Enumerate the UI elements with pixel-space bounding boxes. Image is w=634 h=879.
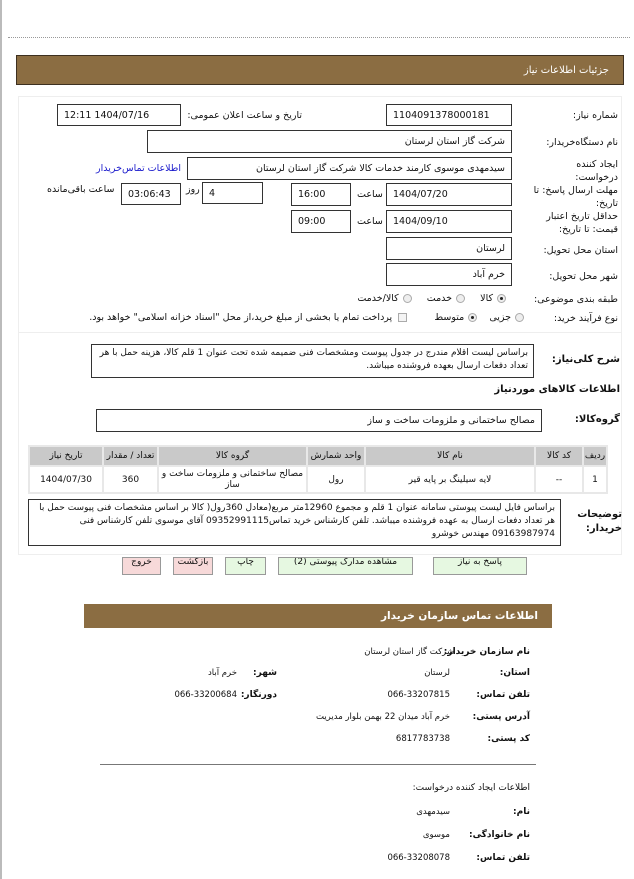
city-field: خرم آباد xyxy=(386,263,512,286)
city-contact-value: خرم آباد xyxy=(207,668,237,678)
creator-field: سیدمهدی موسوی کارمند خدمات کالا شرکت گاز… xyxy=(187,157,512,180)
cell-unit: رول xyxy=(308,467,364,492)
attachments-button[interactable]: مشاهده مدارک پیوستی (2) xyxy=(278,557,413,575)
radio-goods[interactable]: کالا xyxy=(480,293,506,304)
province-label: استان محل تحویل: xyxy=(543,245,618,256)
process-label: نوع فرآیند خرید: xyxy=(553,313,618,324)
contact-title: اطلاعات تماس سازمان خریدار xyxy=(381,610,538,622)
treasury-text: پرداخت تمام یا بخشی از مبلغ خرید،از محل … xyxy=(89,312,393,323)
notes-box: براساس فایل لیست پیوستی سامانه عنوان 1 ق… xyxy=(28,499,561,546)
address-label: آدرس پستی: xyxy=(472,712,530,722)
buyer-field: شرکت گاز استان لرستان xyxy=(147,130,512,153)
phone-contact-value: 066-33207815 xyxy=(387,690,450,700)
requester-phone-label: تلفن تماس: xyxy=(476,853,530,863)
radio-goods-service[interactable]: کالا/خدمت xyxy=(357,293,412,304)
deadline-date-field: 1404/07/20 xyxy=(386,183,512,206)
notes-label: توضیحات خریدار: xyxy=(577,509,622,534)
validity-time-field: 09:00 xyxy=(291,210,351,233)
details-panel xyxy=(18,96,622,555)
days-label: روز xyxy=(186,184,200,195)
contact-header: اطلاعات تماس سازمان خریدار xyxy=(84,604,552,628)
col-date: تاریخ نیاز xyxy=(30,447,102,465)
treasury-checkbox[interactable] xyxy=(392,312,408,323)
deadline-time-label: ساعت xyxy=(357,189,383,200)
need-number-label: شماره نیاز: xyxy=(572,110,618,121)
announce-label: تاریخ و ساعت اعلان عمومی: xyxy=(187,110,302,121)
col-group: گروه کالا xyxy=(159,447,306,465)
summary-label: شرح کلی‌نیاز: xyxy=(551,354,620,365)
cell-qty: 360 xyxy=(104,467,157,492)
fax-label: دورنگار: xyxy=(240,690,277,700)
remaining-field: 03:06:43 xyxy=(121,183,181,205)
requester-family-label: نام خانوادگی: xyxy=(468,830,530,840)
cell-name: لایه سیلینگ بر پایه قیر xyxy=(366,467,534,492)
radio-service[interactable]: خدمت xyxy=(427,293,466,304)
col-unit: واحد شمارش xyxy=(308,447,364,465)
buyer-label: نام دستگاه‌خریدار: xyxy=(546,137,618,148)
left-border xyxy=(0,0,2,879)
postal-value: 6817783738 xyxy=(395,734,450,744)
goods-table-wrap: ردیف کد کالا نام کالا واحد شمارش گروه کا… xyxy=(28,445,608,494)
print-button[interactable]: چاپ xyxy=(225,557,266,575)
col-row: ردیف xyxy=(584,447,606,465)
table-header: ردیف کد کالا نام کالا واحد شمارش گروه کا… xyxy=(30,447,606,465)
radio-medium[interactable]: متوسط xyxy=(434,312,478,323)
fax-value: 066-33200684 xyxy=(174,690,237,700)
validity-time-label: ساعت xyxy=(357,216,383,227)
deadline-time-field: 16:00 xyxy=(291,183,351,206)
requester-phone-value: 066-33208078 xyxy=(387,853,450,863)
phone-contact-label: تلفن تماس: xyxy=(476,690,530,700)
remaining-label: ساعت باقی‌مانده xyxy=(47,184,115,195)
process-radios: جزیی متوسط پرداخت تمام یا بخشی از مبلغ خ… xyxy=(89,312,524,323)
exit-button[interactable]: خروج xyxy=(122,557,161,575)
postal-label: کد پستی: xyxy=(487,734,530,744)
category-radios: کالا خدمت کالا/خدمت xyxy=(357,293,506,304)
province-contact-value: لرستان xyxy=(424,668,450,678)
cell-code: -- xyxy=(536,467,582,492)
requester-family-value: موسوی xyxy=(422,830,450,840)
address-value: خرم آباد میدان 22 بهمن بلوار مدیریت xyxy=(315,712,450,722)
back-button[interactable]: بازگشت xyxy=(173,557,213,575)
creator-label: ایجاد کننده درخواست: xyxy=(575,159,618,183)
page-title: جزئیات اطلاعات نیاز xyxy=(523,64,609,76)
days-field: 4 xyxy=(202,182,263,204)
org-value: شرکت گاز استان لرستان xyxy=(364,647,454,657)
summary-box: براساس لیست اقلام مندرج در جدول پیوست وم… xyxy=(91,344,534,378)
announce-field: 1404/07/16 12:11 xyxy=(57,104,181,126)
requester-name-label: نام: xyxy=(513,807,530,817)
cell-date: 1404/07/30 xyxy=(30,467,102,492)
requester-name-value: سیدمهدی xyxy=(416,807,450,817)
cell-group: مصالح ساختمانی و ملزومات ساخت و ساز xyxy=(159,467,306,492)
requester-title: اطلاعات ایجاد کننده درخواست: xyxy=(412,783,530,793)
goods-title: اطلاعات کالاهای موردنیاز xyxy=(494,384,620,395)
col-qty: تعداد / مقدار xyxy=(104,447,157,465)
province-field: لرستان xyxy=(386,237,512,260)
deadline-label: مهلت ارسال پاسخ: تا تاریخ: xyxy=(533,185,618,209)
radio-minor[interactable]: جزیی xyxy=(489,312,524,323)
divider xyxy=(8,37,630,38)
cell-row: 1 xyxy=(584,467,606,492)
col-code: کد کالا xyxy=(536,447,582,465)
org-label: نام سازمان خریدار: xyxy=(443,647,530,657)
province-contact-label: استان: xyxy=(499,668,530,678)
table-row: 1 -- لایه سیلینگ بر پایه قیر رول مصالح س… xyxy=(30,467,606,492)
buyer-contact-link[interactable]: اطلاعات تماس‌خریدار xyxy=(96,163,181,174)
contact-divider xyxy=(100,764,536,765)
city-contact-label: شهر: xyxy=(253,668,277,678)
goods-table: ردیف کد کالا نام کالا واحد شمارش گروه کا… xyxy=(28,445,608,494)
respond-button[interactable]: پاسخ به نیاز xyxy=(433,557,527,575)
separator xyxy=(18,332,622,333)
need-number-field: 1104091378000181 xyxy=(386,104,512,126)
city-label: شهر محل تحویل: xyxy=(549,271,618,282)
category-label: طبقه بندی موضوعی: xyxy=(533,294,618,305)
goods-group-label: گروه‌کالا: xyxy=(574,414,620,425)
page-header: جزئیات اطلاعات نیاز xyxy=(16,55,624,85)
validity-label: حداقل تاریخ اعتبار قیمت: تا تاریخ: xyxy=(546,211,618,235)
goods-group-field: مصالح ساختمانی و ملزومات ساخت و ساز xyxy=(96,409,542,432)
col-name: نام کالا xyxy=(366,447,534,465)
validity-date-field: 1404/09/10 xyxy=(386,210,512,233)
